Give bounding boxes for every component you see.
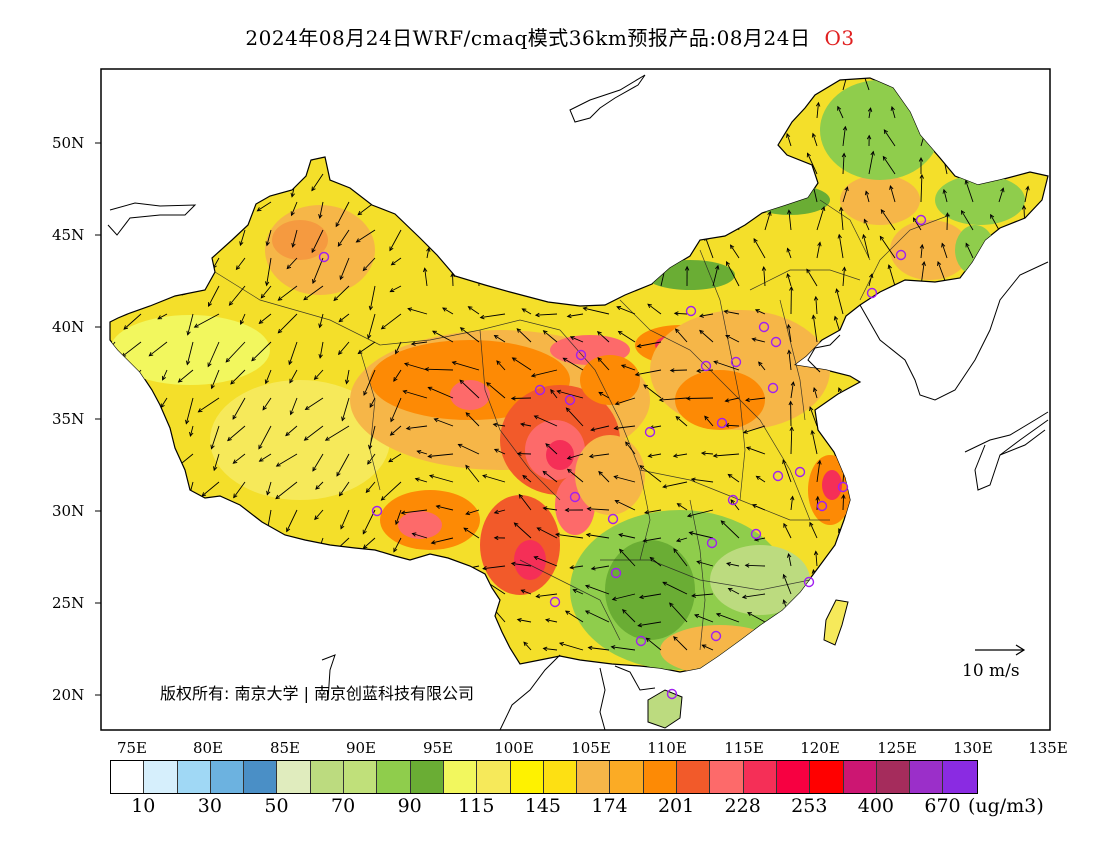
- forecast-map: 50N 45N 40N 35N 30N 25N 20N 75E 80E 85E …: [52, 68, 1068, 757]
- station-markers: [318, 214, 927, 700]
- coastlines: [107, 74, 1049, 730]
- colorbar-label: 253: [791, 795, 828, 817]
- colorbar-cell: [643, 761, 678, 793]
- colorbar-unit: (ug/m3): [968, 795, 1044, 817]
- province-borders: [214, 199, 951, 651]
- lon-95: 95E: [423, 739, 453, 757]
- lon-125: 125E: [877, 739, 917, 757]
- colorbar-label: 145: [524, 795, 562, 817]
- lat-50: 50N: [52, 134, 84, 152]
- colorbar-cell: [111, 761, 145, 793]
- colorbar-label: 670: [924, 795, 961, 817]
- colorbar-cell: [443, 761, 478, 793]
- colorbar-label: 201: [657, 795, 695, 817]
- hainan-island: [647, 689, 683, 729]
- axis-ticks: [95, 142, 101, 696]
- lon-115: 115E: [724, 739, 764, 757]
- colorbar-cell: [310, 761, 345, 793]
- colorbar-label: 115: [458, 795, 495, 817]
- colorbar-cell: [776, 761, 811, 793]
- colorbar-label: 90: [397, 795, 422, 817]
- lon-90: 90E: [346, 739, 376, 757]
- lon-85: 85E: [270, 739, 300, 757]
- lon-80: 80E: [193, 739, 223, 757]
- lat-40: 40N: [52, 318, 84, 336]
- lon-75: 75E: [117, 739, 147, 757]
- title-text: 2024年08月24日WRF/cmaq模式36km预报产品:08月24日: [245, 26, 811, 50]
- lon-130: 130E: [953, 739, 993, 757]
- wind-reference-label: 10 m/s: [962, 661, 1020, 681]
- chart-title: 2024年08月24日WRF/cmaq模式36km预报产品:08月24日 O3: [0, 22, 1100, 51]
- lon-105: 105E: [571, 739, 611, 757]
- colorbar-cell: [177, 761, 211, 793]
- colorbar-cell: [843, 761, 877, 793]
- colorbar: [110, 760, 978, 794]
- colorbar-cell: [876, 761, 911, 793]
- longitude-labels: 75E 80E 85E 90E 95E 100E 105E 110E 115E …: [117, 739, 1068, 757]
- colorbar-cell: [244, 761, 278, 793]
- species-label: O3: [824, 26, 855, 50]
- lat-25: 25N: [52, 594, 84, 612]
- colorbar-cell: [677, 761, 711, 793]
- colorbar-label: 30: [197, 795, 222, 817]
- colorbar-label: 50: [264, 795, 289, 817]
- colorbar-cell: [543, 761, 578, 793]
- lat-20: 20N: [52, 686, 84, 704]
- colorbar-label: 174: [591, 795, 628, 817]
- colorbar-cell: [577, 761, 611, 793]
- colorbar-label: 70: [331, 795, 356, 817]
- lon-110: 110E: [647, 739, 687, 757]
- colorbar-cell: [510, 761, 544, 793]
- colorbar-cell: [277, 761, 311, 793]
- lat-45: 45N: [52, 226, 84, 244]
- taiwan-island: [823, 599, 849, 646]
- colorbar-cell: [910, 761, 944, 793]
- colorbar-cell: [410, 761, 444, 793]
- copyright-text: 版权所有: 南京大学 | 南京创蓝科技有限公司: [160, 684, 475, 703]
- colorbar-cell: [710, 761, 744, 793]
- colorbar-cell: [144, 761, 178, 793]
- lon-100: 100E: [494, 739, 534, 757]
- lat-30: 30N: [52, 502, 84, 520]
- lon-135: 135E: [1028, 739, 1068, 757]
- colorbar-label: 10: [131, 795, 156, 817]
- lon-120: 120E: [800, 739, 840, 757]
- ozone-field: [110, 80, 1025, 672]
- colorbar-cell: [344, 761, 378, 793]
- colorbar-labels: 10 30 50 70 90 115 145 174 201 228 253 400 670: [110, 795, 1000, 821]
- colorbar-cell: [477, 761, 511, 793]
- colorbar-cell: [943, 761, 977, 793]
- colorbar-cell: [610, 761, 644, 793]
- wind-reference-arrow: [975, 644, 1026, 656]
- latitude-labels: 50N 45N 40N 35N 30N 25N 20N: [52, 134, 84, 704]
- colorbar-cell: [743, 761, 777, 793]
- lat-35: 35N: [52, 410, 84, 428]
- colorbar-cell: [377, 761, 411, 793]
- colorbar-label: 400: [857, 795, 895, 817]
- colorbar-cell: [810, 761, 844, 793]
- colorbar-label: 228: [724, 795, 761, 817]
- colorbar-cell: [210, 761, 245, 793]
